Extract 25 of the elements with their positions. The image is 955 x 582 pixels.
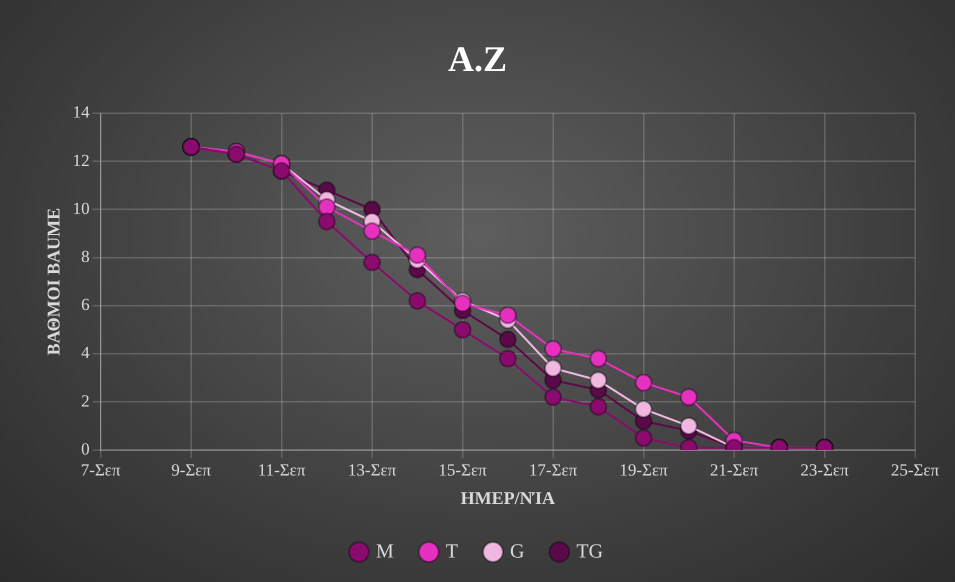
- y-tick-label: 6: [81, 295, 90, 314]
- x-tick-label: 23-Σεπ: [800, 460, 850, 480]
- y-tick-label: 12: [72, 150, 90, 170]
- y-tick-label: 2: [81, 391, 90, 410]
- y-tick-label: 4: [81, 343, 90, 362]
- x-tick-label: 7-Σεπ: [80, 460, 121, 480]
- x-tick-label: 17-Σεπ: [528, 460, 578, 480]
- legend-label: M: [376, 540, 394, 562]
- x-tick-label: 9-Σεπ: [171, 460, 212, 480]
- x-tick-label: 13-Σεπ: [348, 460, 397, 480]
- x-tick-label: 19-Σεπ: [619, 460, 668, 480]
- y-tick-label: 14: [72, 102, 90, 122]
- x-tick-label: 21-Σεπ: [710, 460, 759, 480]
- legend-label: G: [510, 540, 524, 562]
- y-tick-label: 0: [81, 439, 90, 458]
- y-tick-label: 10: [72, 198, 90, 218]
- y-tick-label: 8: [81, 247, 90, 266]
- y-axis-title: ΒΑΘΜΟΙ BAUME: [43, 208, 64, 356]
- x-tick-label: 11-Σεπ: [258, 460, 306, 480]
- legend-label: T: [446, 540, 458, 562]
- x-axis-title: ΗΜΕΡ/ΝΊΑ: [460, 488, 555, 508]
- x-tick-label: 15-Σεπ: [438, 460, 488, 480]
- chart-title: A.Z: [448, 38, 508, 79]
- legend-label: TG: [576, 540, 604, 562]
- x-tick-label: 25-Σεπ: [890, 460, 940, 480]
